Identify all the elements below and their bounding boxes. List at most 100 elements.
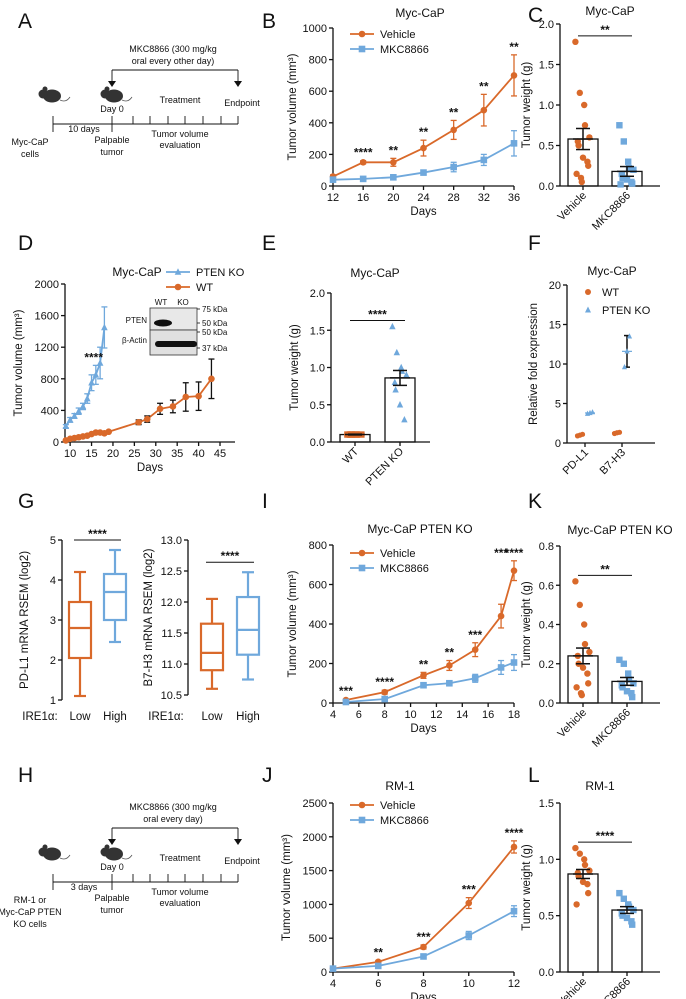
y-tick-label: 0.6	[539, 580, 554, 592]
panel-J: 0 500 1000 1500 2000 2500 Tumor volume (mm³) 4 6…	[281, 779, 524, 999]
y-tick-label: 0.5	[539, 141, 554, 153]
y-tick-label: 12.5	[161, 566, 182, 578]
mouse-icon	[38, 844, 71, 861]
triangle-marker	[585, 306, 591, 313]
series-line	[332, 846, 515, 970]
chart-title: Myc-CaP	[350, 266, 399, 280]
panel-letter: K	[528, 490, 542, 513]
circle-marker	[581, 122, 589, 129]
square-marker	[374, 962, 382, 970]
y-tick-label: 1500	[303, 866, 327, 878]
significance-stars: ***	[462, 883, 476, 897]
x-tick-label: 6	[375, 978, 381, 990]
legend-label: MKC8866	[380, 815, 429, 827]
square-marker	[381, 695, 389, 703]
kda-label: 37 kDa	[202, 344, 228, 353]
bar	[384, 377, 416, 443]
y-axis-label: Tumor volume (mm³)	[13, 309, 25, 416]
y-tick-label: 0.0	[539, 181, 554, 193]
circle-marker	[581, 621, 588, 628]
circle-marker	[573, 170, 580, 178]
y-tick-label: 10	[549, 359, 561, 371]
x-category-label: Vehicle	[556, 707, 590, 741]
panel-letter: F	[528, 232, 541, 255]
square-marker	[629, 921, 636, 928]
circle-marker	[572, 578, 579, 585]
circle-marker	[579, 664, 587, 671]
circle-marker	[381, 688, 389, 696]
circle-marker	[585, 889, 592, 897]
triangle-marker	[83, 394, 91, 402]
panel-letter: D	[18, 232, 33, 255]
box	[199, 622, 225, 672]
y-tick-label: 800	[41, 374, 59, 386]
panel-letter: A	[18, 10, 32, 33]
drug-label: MKC8866 (300 mg/kg	[129, 802, 217, 812]
circle-marker	[573, 901, 580, 908]
circle-marker	[358, 30, 366, 38]
x-category-label: B7-H3	[598, 447, 629, 478]
box	[67, 600, 93, 660]
legend-label: PTEN KO	[196, 267, 245, 279]
palpable-label: Palpable	[94, 135, 129, 145]
triangle-marker	[401, 415, 408, 423]
y-tick-label: 0.4	[539, 620, 554, 632]
y-tick-label: 0.5	[539, 911, 554, 923]
interval-label: 3 days	[71, 882, 98, 892]
significance-stars: ****	[354, 146, 373, 160]
circle-marker	[156, 405, 164, 413]
square-marker	[625, 164, 633, 172]
mouse-head	[38, 89, 48, 99]
x-tick-label: 24	[417, 192, 429, 204]
square-marker	[629, 180, 636, 187]
legend-label: PTEN KO	[602, 305, 651, 317]
legend-label: WT	[196, 282, 213, 294]
y-tick-label: 400	[309, 619, 327, 631]
x-tick-label: 40	[192, 448, 204, 460]
triangle-marker	[403, 371, 410, 378]
evaluation-label: evaluation	[159, 898, 200, 908]
x-tick-label: 28	[448, 192, 460, 204]
square-marker	[465, 932, 473, 939]
circle-marker	[480, 106, 488, 114]
cells-label: Myc-CaP PTEN	[0, 907, 62, 917]
y-tick-label: 1200	[35, 342, 59, 354]
panel-K: 0.0 0.2 0.4 0.6 0.8 Tumor weight (g) Myc-CaP P…	[521, 523, 673, 750]
panel-I: 0 200 400 600 800 Tumor volume (mm³) 4 6 8 10 12 14…	[287, 522, 524, 735]
y-tick-label: 1000	[303, 23, 327, 35]
circle-marker	[616, 429, 623, 435]
chart-title: Myc-CaP	[587, 264, 636, 278]
significance-stars: ****	[88, 527, 107, 541]
circle-marker	[586, 867, 593, 874]
chart-title: Myc-CaP	[112, 265, 161, 279]
x-tick-label: 10	[463, 978, 475, 990]
circle-marker	[575, 142, 582, 149]
circle-marker	[143, 415, 151, 423]
box	[235, 595, 261, 656]
x-category-label: Low	[69, 711, 91, 723]
arrow-icon	[234, 839, 242, 845]
series-line	[345, 661, 515, 703]
mouse-ear	[104, 86, 110, 92]
x-tick-label: 12	[327, 192, 339, 204]
square-marker	[510, 907, 518, 915]
chart-title: RM-1	[385, 779, 415, 793]
y-axis-label: Tumor weight (g)	[521, 62, 533, 149]
square-marker	[620, 138, 627, 145]
y-axis-label: Tumor volume (mm³)	[281, 834, 293, 941]
triangle-marker	[66, 416, 74, 423]
panel-E: 0.0 0.5 1.0 1.5 2.0 Tumor weight (g) Myc-CaP WT…	[289, 266, 430, 488]
mouse-icon	[100, 86, 133, 103]
y-tick-label: 3	[50, 615, 56, 627]
actin-band	[155, 341, 197, 347]
triangle-marker	[71, 412, 78, 419]
significance-stars: ****	[596, 829, 615, 843]
circle-marker	[584, 670, 591, 677]
y-tick-label: 1.5	[539, 798, 554, 810]
mouse-tail	[59, 854, 71, 860]
x-category-label: High	[236, 711, 260, 723]
x-tick-label: 16	[357, 192, 369, 204]
mouse-head	[100, 847, 110, 857]
square-marker	[342, 698, 350, 706]
